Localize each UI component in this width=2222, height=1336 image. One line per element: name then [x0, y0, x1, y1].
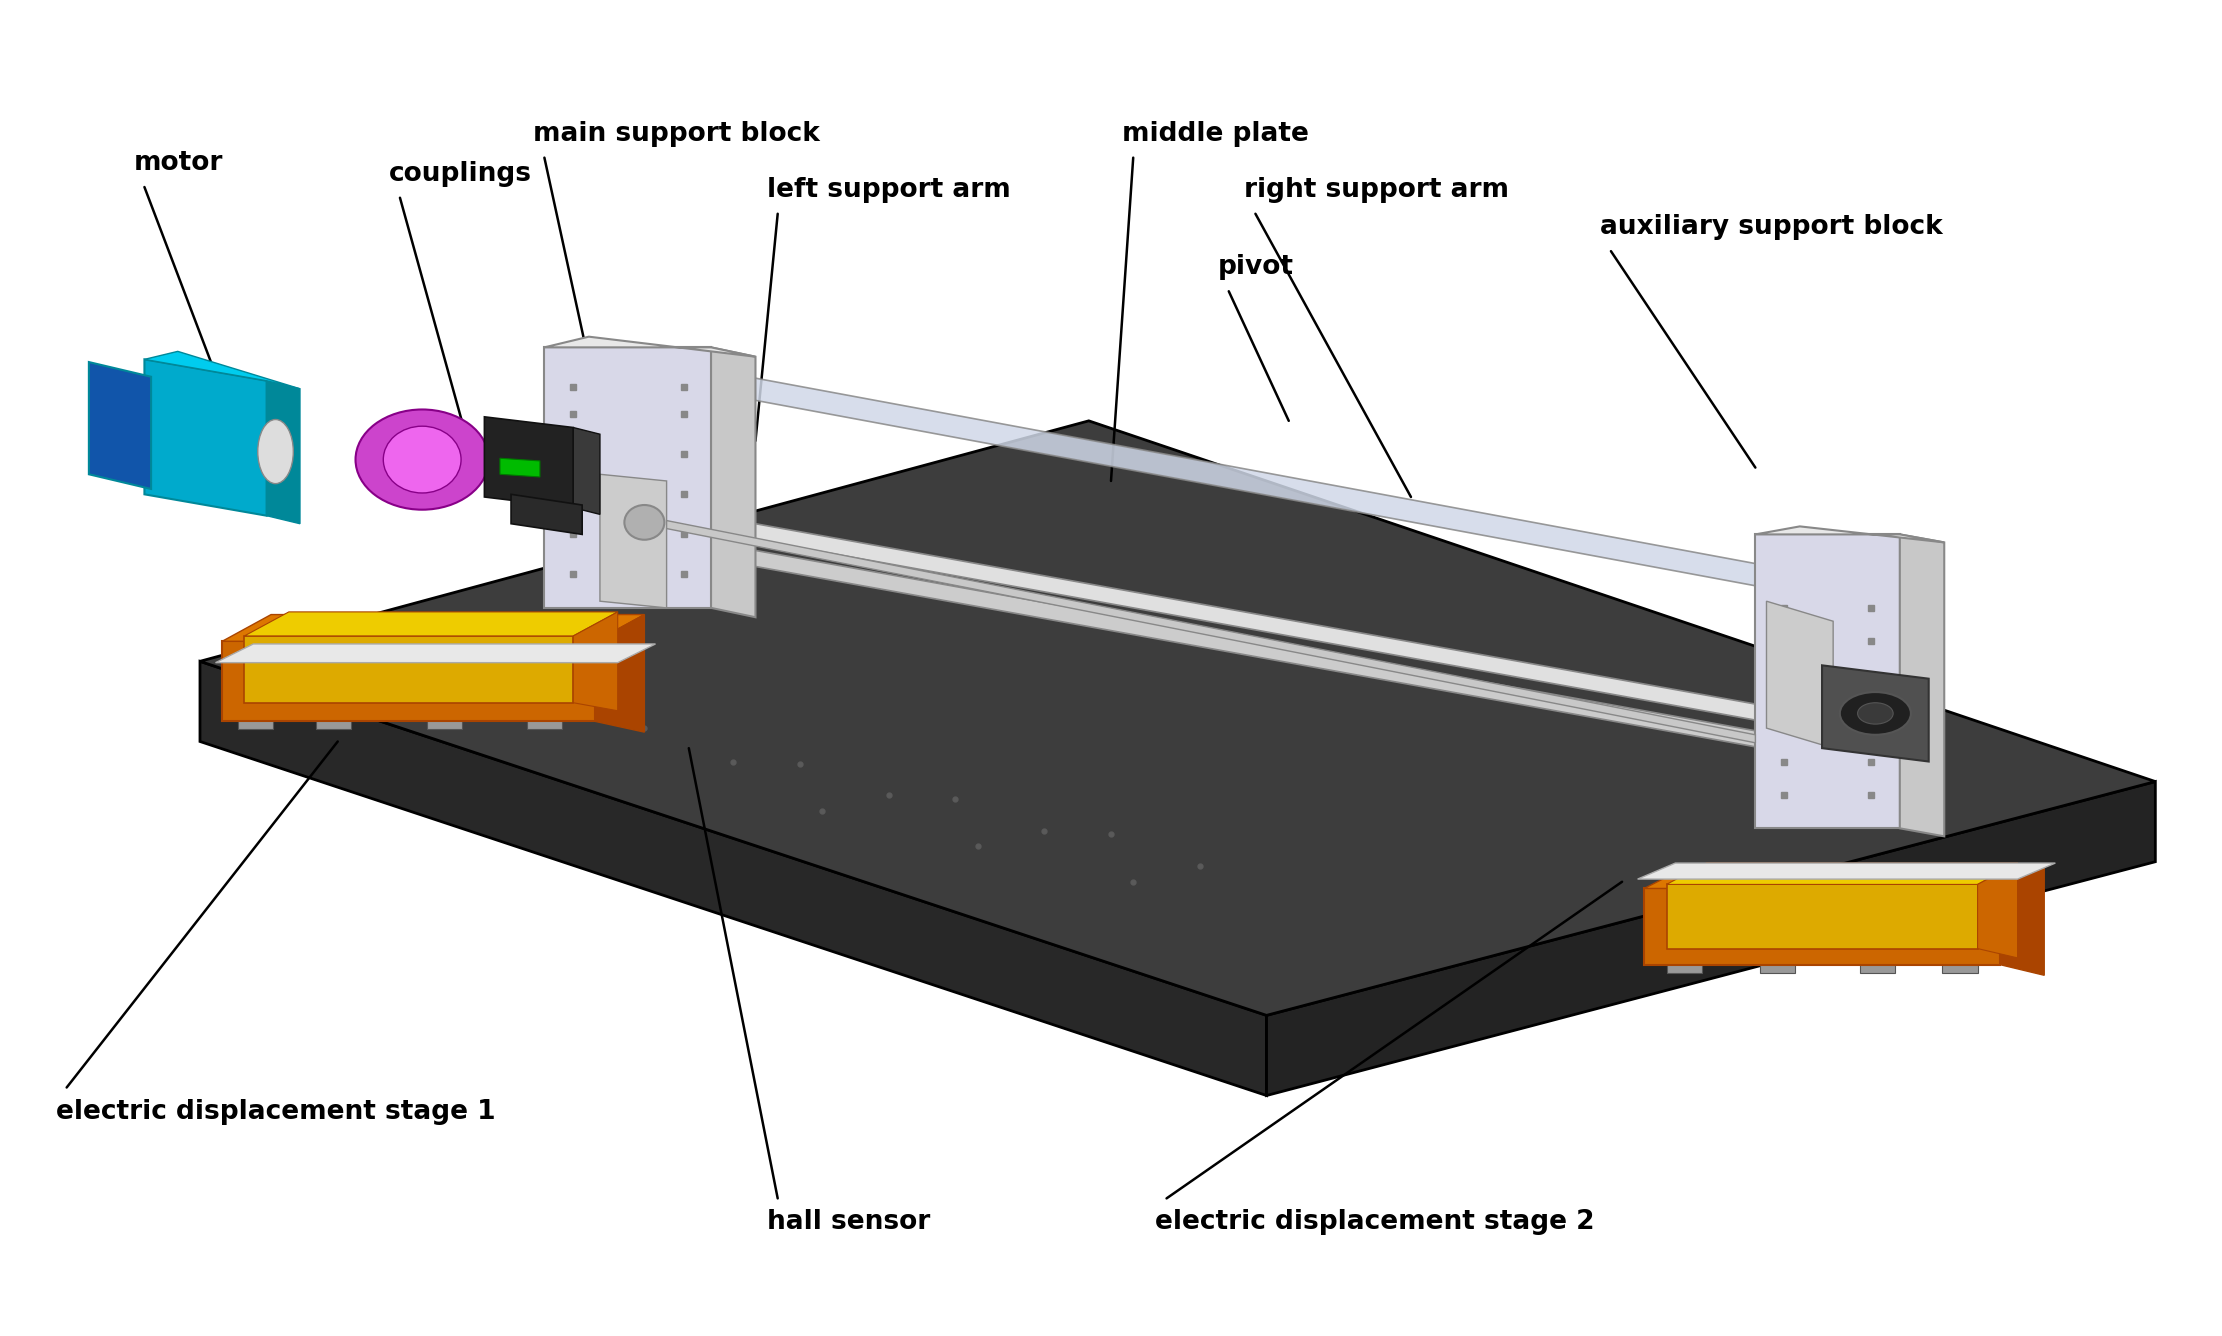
Polygon shape — [144, 359, 267, 516]
Polygon shape — [544, 337, 755, 357]
Circle shape — [1858, 703, 1893, 724]
Polygon shape — [655, 518, 1755, 743]
Polygon shape — [1760, 962, 1795, 973]
Polygon shape — [544, 347, 711, 608]
Polygon shape — [238, 719, 273, 729]
Polygon shape — [89, 362, 151, 489]
Polygon shape — [595, 615, 644, 732]
Text: electric displacement stage 2: electric displacement stage 2 — [1155, 1209, 1595, 1236]
Text: pivot: pivot — [1218, 254, 1293, 281]
Polygon shape — [1644, 888, 2000, 965]
Polygon shape — [1755, 526, 1944, 542]
Polygon shape — [427, 719, 462, 729]
Polygon shape — [222, 615, 644, 641]
Polygon shape — [1666, 863, 2018, 884]
Polygon shape — [1666, 962, 1702, 973]
Text: electric displacement stage 1: electric displacement stage 1 — [56, 1098, 496, 1125]
Text: auxiliary support block: auxiliary support block — [1600, 214, 1942, 240]
Text: right support arm: right support arm — [1244, 176, 1509, 203]
Polygon shape — [1644, 866, 2044, 888]
Polygon shape — [578, 518, 1778, 751]
Ellipse shape — [624, 505, 664, 540]
Polygon shape — [578, 351, 1800, 588]
Polygon shape — [244, 612, 618, 636]
Text: couplings: couplings — [389, 160, 531, 187]
Polygon shape — [511, 494, 582, 534]
Polygon shape — [500, 458, 540, 477]
Polygon shape — [222, 641, 595, 721]
Polygon shape — [1638, 863, 2055, 879]
Polygon shape — [711, 347, 755, 617]
Polygon shape — [244, 636, 573, 703]
Polygon shape — [527, 719, 562, 729]
Polygon shape — [1766, 601, 1833, 748]
Polygon shape — [1942, 962, 1978, 973]
Polygon shape — [578, 492, 1778, 724]
Polygon shape — [216, 644, 655, 663]
Circle shape — [1840, 692, 1911, 735]
Polygon shape — [1755, 534, 1900, 828]
Polygon shape — [200, 661, 1267, 1096]
Polygon shape — [1978, 863, 2018, 958]
Polygon shape — [484, 417, 573, 508]
Polygon shape — [1860, 962, 1895, 973]
Polygon shape — [144, 351, 300, 389]
Ellipse shape — [382, 426, 462, 493]
Text: left support arm: left support arm — [767, 176, 1011, 203]
Polygon shape — [1666, 884, 1978, 949]
Polygon shape — [267, 381, 300, 524]
Polygon shape — [573, 428, 600, 514]
Polygon shape — [200, 421, 2155, 1015]
Polygon shape — [316, 719, 351, 729]
Polygon shape — [1822, 665, 1929, 762]
Text: hall sensor: hall sensor — [767, 1209, 929, 1236]
Polygon shape — [1267, 782, 2155, 1096]
Text: motor: motor — [133, 150, 222, 176]
Text: middle plate: middle plate — [1122, 120, 1309, 147]
Polygon shape — [2000, 866, 2044, 975]
Polygon shape — [573, 612, 618, 711]
Ellipse shape — [356, 409, 489, 510]
Polygon shape — [1900, 534, 1944, 836]
Polygon shape — [600, 474, 667, 608]
Text: main support block: main support block — [533, 120, 820, 147]
Ellipse shape — [258, 420, 293, 484]
